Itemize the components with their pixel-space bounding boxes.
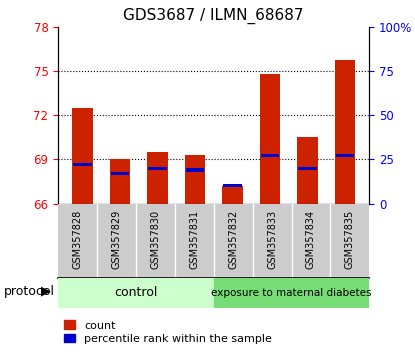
Bar <box>185 155 205 204</box>
Bar <box>148 166 167 170</box>
Text: GSM357829: GSM357829 <box>112 210 122 269</box>
Text: GSM357831: GSM357831 <box>189 210 199 269</box>
Bar <box>72 108 93 204</box>
Bar <box>58 278 214 308</box>
Text: GSM357833: GSM357833 <box>267 210 277 269</box>
Bar <box>261 154 279 158</box>
Bar <box>222 186 243 204</box>
Text: GSM357828: GSM357828 <box>73 210 83 269</box>
Bar <box>73 163 92 166</box>
Bar <box>214 278 369 308</box>
Bar <box>110 159 130 204</box>
Text: protocol: protocol <box>4 285 55 298</box>
Bar <box>298 166 317 170</box>
Legend: count, percentile rank within the sample: count, percentile rank within the sample <box>59 316 276 348</box>
Bar <box>111 172 129 175</box>
Bar <box>297 137 318 204</box>
Bar <box>147 152 168 204</box>
Text: GSM357832: GSM357832 <box>228 210 238 269</box>
Text: exposure to maternal diabetes: exposure to maternal diabetes <box>211 288 372 298</box>
Text: GSM357834: GSM357834 <box>306 210 316 269</box>
Bar <box>186 168 204 172</box>
Bar <box>336 154 354 158</box>
Bar <box>260 74 280 204</box>
Text: ▶: ▶ <box>41 285 51 298</box>
Bar <box>223 184 242 188</box>
Text: GSM357835: GSM357835 <box>345 210 355 269</box>
Bar <box>334 61 355 204</box>
Text: GSM357830: GSM357830 <box>150 210 160 269</box>
Text: control: control <box>114 286 158 299</box>
Title: GDS3687 / ILMN_68687: GDS3687 / ILMN_68687 <box>124 7 304 24</box>
